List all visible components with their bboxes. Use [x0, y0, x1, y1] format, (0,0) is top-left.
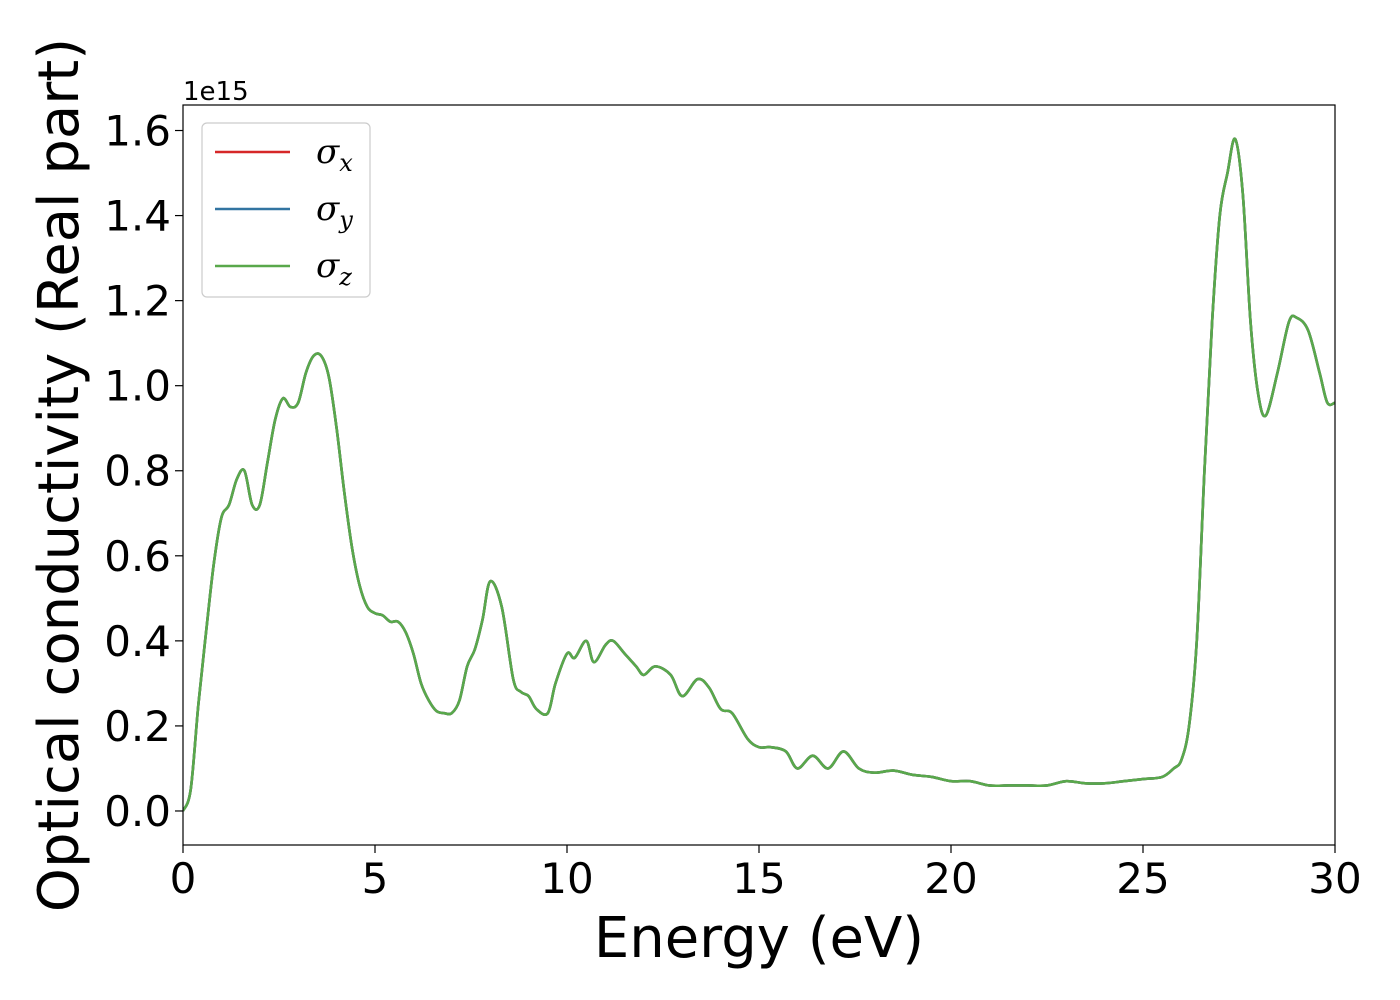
y-tick-label: 0.8 [104, 447, 171, 496]
legend-label-z: σz [316, 246, 352, 291]
y-axis: 0.0 0.2 0.4 0.6 0.8 1.0 1.2 1.4 1.6 [104, 107, 183, 836]
y-tick-label: 0.6 [104, 532, 171, 581]
x-tick-label: 15 [732, 854, 785, 903]
y-offset-label: 1e15 [183, 77, 249, 107]
y-tick-label: 0.4 [104, 617, 171, 666]
legend-label-x: σx [316, 132, 353, 177]
series-layer [183, 137, 1335, 812]
x-tick-label: 30 [1308, 854, 1361, 903]
x-axis-label: Energy (eV) [594, 906, 924, 971]
x-tick-label: 20 [924, 854, 977, 903]
x-axis: 0 5 10 15 20 25 30 [170, 845, 1362, 903]
y-axis-label: Optical conductivity (Real part) [27, 38, 92, 912]
legend: σx σy σz [201, 122, 371, 298]
y-tick-label: 1.6 [104, 107, 171, 156]
x-tick-label: 0 [170, 854, 197, 903]
y-tick-label: 0.0 [104, 787, 171, 836]
x-tick-label: 25 [1116, 854, 1169, 903]
series-line-z [183, 137, 1335, 812]
x-tick-label: 5 [362, 854, 389, 903]
y-tick-label: 0.2 [104, 702, 171, 751]
y-tick-label: 1.2 [104, 277, 171, 326]
legend-label-y: σy [316, 189, 353, 234]
y-tick-label: 1.0 [104, 362, 171, 411]
x-tick-label: 10 [540, 854, 593, 903]
y-tick-label: 1.4 [104, 192, 171, 241]
